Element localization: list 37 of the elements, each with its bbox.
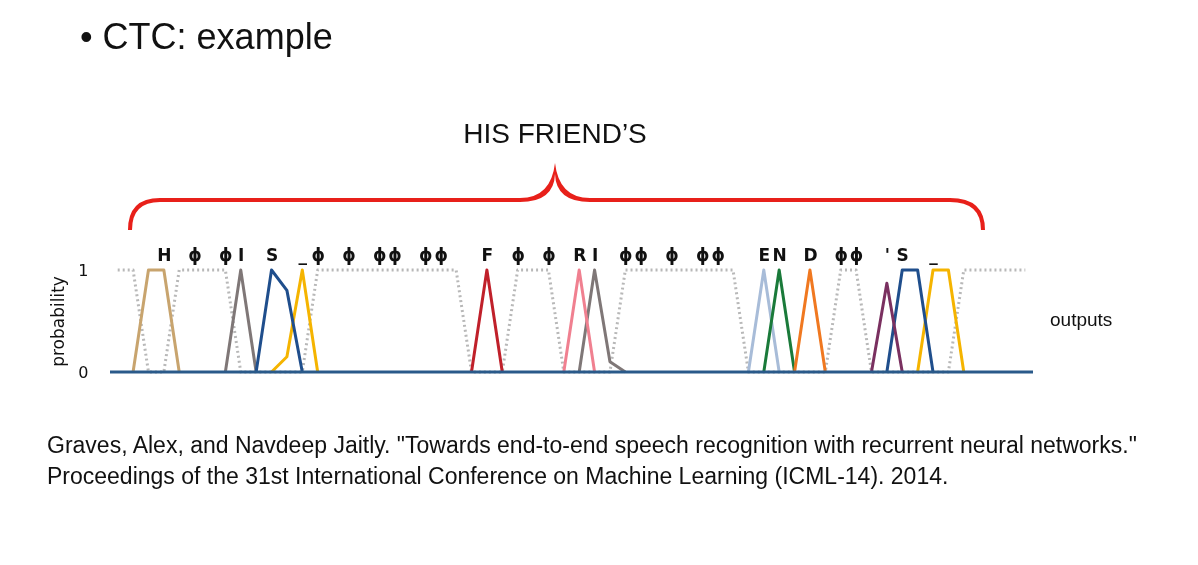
- x-tick-label: N: [772, 244, 787, 265]
- x-tick-label: ϕ: [342, 244, 356, 265]
- x-tick-label: ϕ: [419, 244, 433, 265]
- x-tick-label: ϕ: [834, 244, 848, 265]
- x-tick-label: ϕ: [619, 244, 633, 265]
- x-tick-label: ϕ: [219, 244, 233, 265]
- x-tick-label: ϕ: [695, 244, 710, 265]
- x-tick-label: ': [884, 244, 890, 265]
- y-axis-title: probability: [48, 276, 69, 367]
- x-tick-label: ϕ: [634, 244, 648, 265]
- x-tick-label: E: [758, 244, 771, 265]
- text: outputs: [1050, 309, 1113, 331]
- x-tick-label: ϕ: [388, 244, 402, 265]
- x-tick-label: ϕ: [711, 244, 725, 265]
- x-tick-label: ϕ: [188, 244, 202, 265]
- x-tick-label: S: [896, 244, 909, 265]
- x-tick-label: _: [929, 244, 939, 265]
- x-tick-label: I: [591, 244, 599, 265]
- x-tick-label: S: [265, 244, 279, 265]
- x-tick-label: ϕ: [311, 244, 325, 265]
- text: Graves, Alex, and Navdeep Jaitly. "Towards end-to-end speech recognition with recurrent neural networks." Proceedings of the 31st International Conference on Machine Learning (ICML-14). 2014.: [47, 431, 1138, 491]
- x-tick-label: H: [157, 244, 172, 265]
- x-tick-label: ϕ: [542, 244, 556, 265]
- x-tick-label: _: [298, 244, 308, 265]
- chart-title: • CTC: example: [80, 16, 333, 58]
- x-tick-label: ϕ: [434, 244, 449, 265]
- x-tick-label: ϕ: [511, 244, 525, 265]
- x-tick-label: ϕ: [665, 244, 679, 265]
- x-tick-label: I: [238, 244, 245, 265]
- x-tick-label: F: [481, 244, 494, 265]
- x-tick-label: R: [573, 244, 587, 265]
- y-tick-label: 1: [78, 260, 89, 280]
- x-tick-label: ϕ: [372, 244, 387, 265]
- x-tick-label: ϕ: [849, 244, 864, 265]
- y-tick-label: 0: [78, 362, 89, 382]
- x-tick-label: D: [803, 244, 818, 265]
- text: HIS FRIEND’S: [462, 118, 648, 150]
